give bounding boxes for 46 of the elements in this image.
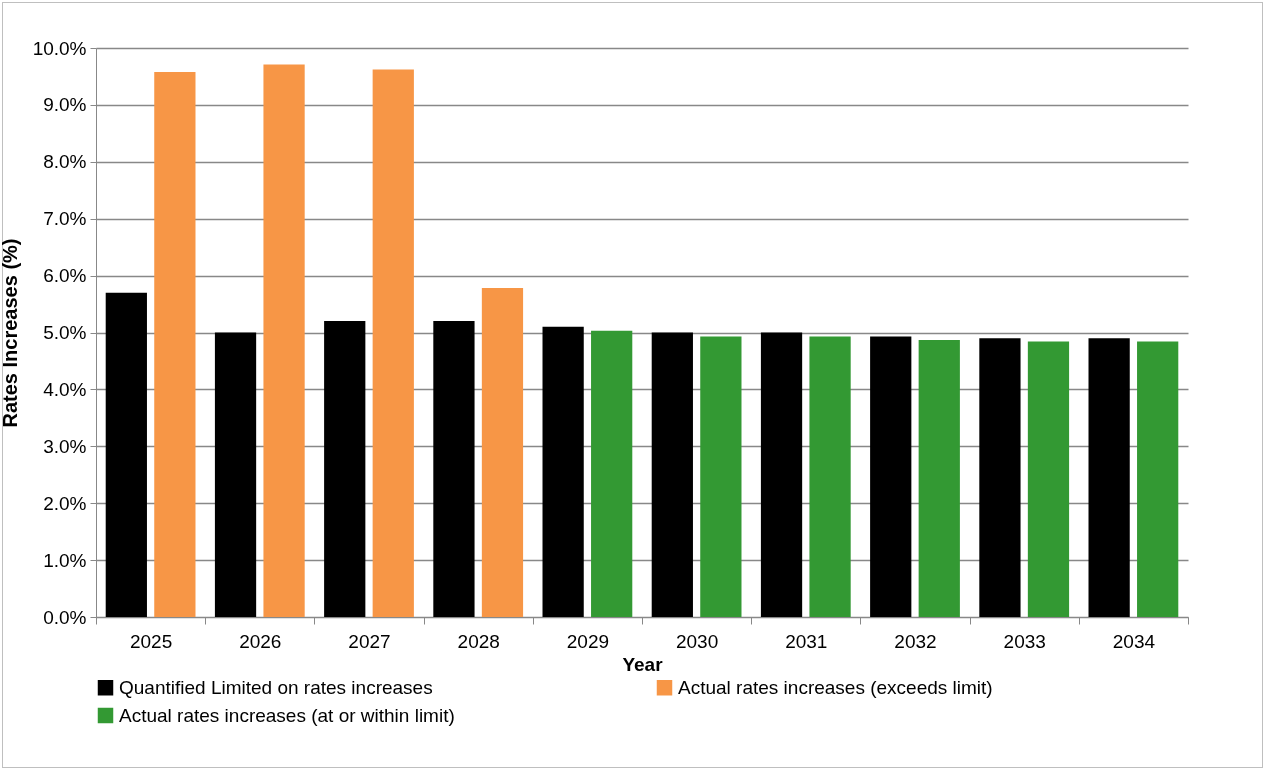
y-tick-label: 7.0%: [43, 208, 87, 230]
x-tick-label: 2025: [129, 630, 173, 652]
bar: [324, 321, 366, 617]
y-tick-label: 4.0%: [43, 378, 87, 400]
bar: [760, 332, 803, 617]
y-tick-label: 3.0%: [43, 435, 87, 457]
y-axis-title: Rates Increases (%): [0, 238, 21, 428]
bar: [918, 339, 960, 617]
x-tick-label: 2031: [785, 630, 828, 652]
y-tick-label: 8.0%: [43, 151, 87, 173]
x-tick-label: 2034: [1112, 630, 1156, 652]
x-tick-label: 2029: [566, 630, 610, 652]
y-tick-label: 6.0%: [43, 265, 87, 287]
x-tick-label: 2032: [894, 630, 937, 652]
bar: [105, 292, 147, 617]
bar: [809, 336, 851, 617]
bar: [591, 330, 633, 617]
x-tick-label: 2027: [348, 630, 391, 652]
y-tick-label: 2.0%: [43, 492, 87, 514]
bar: [433, 321, 475, 617]
bar: [1137, 341, 1179, 617]
bar: [1027, 341, 1070, 617]
y-tick-label: 1.0%: [43, 549, 87, 571]
legend-label: Quantified Limited on rates increases: [119, 676, 433, 698]
bar: [979, 338, 1021, 617]
y-tick-label: 0.0%: [43, 606, 87, 628]
x-tick-label: 2026: [239, 630, 282, 652]
bar: [372, 69, 414, 617]
bar: [481, 288, 524, 617]
bar: [700, 336, 742, 617]
bar: [1088, 338, 1130, 617]
x-tick-label: 2033: [1003, 630, 1046, 652]
bar: [542, 326, 584, 617]
x-axis-title: Year: [622, 653, 664, 675]
y-tick-label: 5.0%: [43, 322, 87, 343]
y-tick-label: 10.0%: [32, 37, 87, 59]
bar: [154, 71, 196, 617]
legend-label: Actual rates increases (exceeds limit): [678, 676, 993, 698]
bar: [651, 332, 693, 617]
legend-label: Actual rates increases (at or within limit): [119, 704, 455, 726]
bar: [263, 64, 305, 617]
bar: [870, 336, 912, 617]
y-tick-label: 9.0%: [43, 94, 87, 116]
x-tick-label: 2030: [675, 630, 719, 652]
bar: [214, 332, 257, 617]
x-tick-label: 2028: [457, 630, 500, 652]
